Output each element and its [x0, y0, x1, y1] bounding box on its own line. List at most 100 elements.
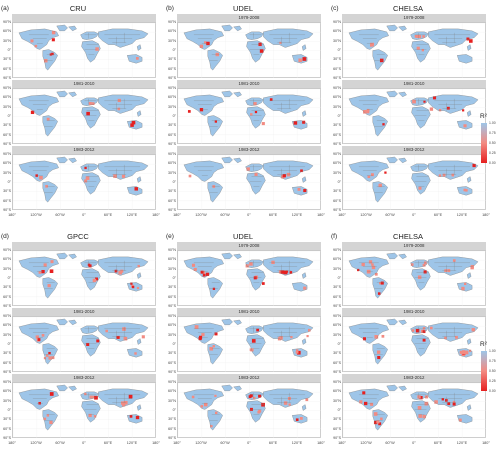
grid-cell	[307, 328, 311, 332]
latitude-tick-label: 90°S	[333, 76, 341, 80]
land-region	[245, 97, 264, 106]
map-plot	[177, 154, 322, 211]
grid-cell	[455, 335, 458, 339]
latitude-tick-label: 60°S	[3, 360, 11, 365]
land-region	[207, 277, 223, 299]
grid-cell	[363, 401, 368, 406]
land-region	[98, 388, 149, 408]
latitude-tick-label: 30°N	[2, 398, 11, 403]
grid-cell	[295, 418, 299, 422]
grid-cell	[287, 397, 291, 400]
grid-cell	[202, 270, 206, 274]
grid-cell	[43, 58, 48, 63]
r2-legend: R² 1.00 0.75 0.50 0.25 0.00	[480, 341, 500, 401]
grid-cell	[423, 100, 426, 103]
grid-cell	[370, 44, 373, 47]
latitude-tick-label: 60°S	[333, 198, 341, 203]
world-map	[12, 316, 157, 373]
r2-legend: R² 1.00 0.75 0.50 0.25 0.00	[480, 113, 500, 173]
grid-cell	[199, 44, 204, 48]
latitude-tick-label: 0°	[337, 342, 341, 346]
grid-cell	[141, 335, 145, 339]
grid-cell	[209, 346, 214, 351]
grid-cell	[194, 325, 199, 329]
land-region	[245, 163, 264, 172]
grid-cell	[137, 264, 140, 268]
latitude-tick-label: 90°S	[168, 208, 176, 212]
land-region	[348, 388, 389, 410]
grid-cell	[136, 286, 140, 290]
grid-cell	[39, 175, 43, 180]
grid-cell	[446, 106, 450, 110]
latitude-tick-label: 60°N	[167, 389, 176, 394]
longitude-tick-label: 120°W	[360, 441, 372, 445]
map-plot	[177, 22, 322, 79]
latitude-tick-label: 0°	[172, 342, 176, 346]
grid-cell	[38, 271, 42, 274]
map-plot	[12, 250, 157, 307]
grid-cell	[88, 101, 92, 105]
map-facet-1979-2008: 90°N 60°N 30°N 0° 30°S 60°S 90°S	[3, 14, 157, 80]
grid-cell	[130, 123, 134, 127]
grid-cell	[84, 392, 87, 396]
land-region	[183, 94, 224, 116]
latitude-tick-label: 60°S	[168, 294, 176, 299]
longitude-axis: 180° 120°W 60°W 0° 60°E 120°E 180°	[8, 213, 160, 221]
grid-cell	[251, 339, 256, 343]
world-map	[342, 154, 487, 211]
product-title: UDEL	[232, 232, 253, 241]
grid-cell	[214, 332, 218, 336]
latitude-tick-label: 90°S	[333, 370, 341, 374]
grid-cell	[84, 179, 88, 183]
grid-cell	[288, 403, 291, 406]
longitude-tick-label: 0°	[82, 213, 86, 217]
latitude-tick-label: 60°S	[168, 132, 176, 137]
grid-cell	[371, 263, 374, 266]
grid-cell	[95, 47, 99, 51]
grid-cell	[418, 186, 422, 190]
latitude-tick-label: 30°N	[332, 266, 341, 271]
legend-tick-label: 1.00	[489, 349, 496, 353]
latitude-tick-label: 60°S	[333, 426, 341, 431]
land-region	[18, 256, 59, 278]
world-map	[342, 88, 487, 145]
land-region	[68, 157, 77, 163]
latitude-tick-label: 0°	[337, 180, 341, 184]
land-region	[127, 186, 143, 196]
latitude-tick-label: 60°S	[333, 294, 341, 299]
land-region	[68, 25, 77, 31]
land-region	[233, 253, 242, 259]
latitude-tick-label: 30°S	[3, 351, 11, 356]
legend-tick-label: 0.00	[489, 389, 496, 393]
grid-cell	[379, 282, 382, 285]
grid-cell	[419, 396, 423, 400]
latitude-tick-label: 60°S	[168, 426, 176, 431]
latitude-tick-label: 60°N	[167, 257, 176, 262]
land-region	[398, 25, 407, 31]
grid-cell	[463, 124, 467, 128]
latitude-tick-label: 90°S	[168, 304, 176, 308]
grid-cell	[377, 355, 381, 360]
panel-letter: (f)	[331, 233, 338, 240]
grid-cell	[422, 330, 426, 334]
latitude-tick-label: 90°S	[333, 304, 341, 308]
latitude-tick-label: 60°S	[3, 294, 11, 299]
longitude-tick-label: 60°W	[55, 441, 65, 445]
latitude-tick-label: 90°S	[3, 436, 11, 440]
land-region	[410, 163, 429, 172]
grid-cell	[417, 275, 422, 279]
latitude-tick-label: 0°	[7, 342, 11, 346]
grid-cell	[464, 350, 469, 355]
grid-cell	[122, 327, 126, 331]
grid-cell	[269, 98, 273, 101]
latitude-tick-label: 90°N	[2, 380, 11, 384]
land-region	[428, 28, 479, 48]
grid-cell	[203, 402, 208, 407]
land-region	[56, 318, 68, 325]
grid-cell	[201, 333, 205, 337]
panel-letter: (c)	[331, 5, 339, 12]
grid-cell	[261, 282, 265, 285]
grid-cell	[93, 415, 97, 418]
grid-cell	[84, 166, 87, 170]
latitude-tick-label: 90°S	[333, 436, 341, 440]
